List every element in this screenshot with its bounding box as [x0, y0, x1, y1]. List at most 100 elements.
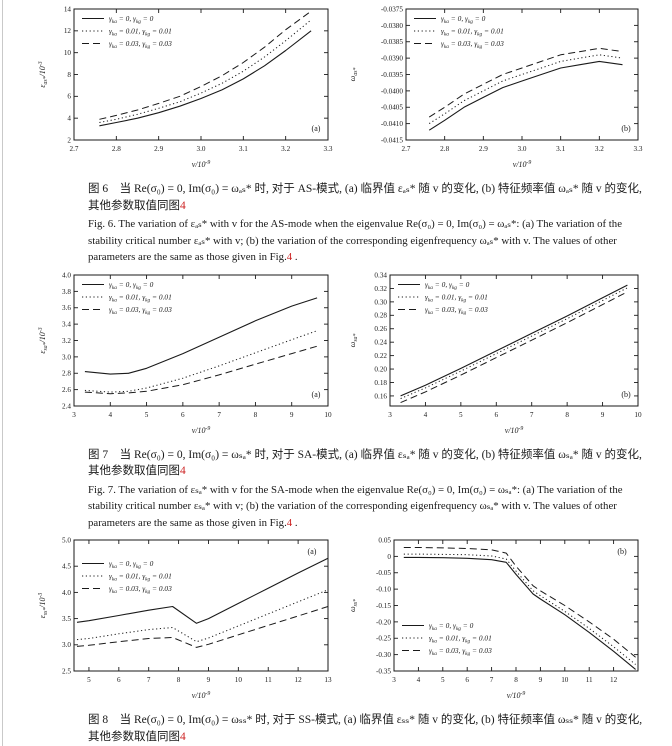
svg-text:γka = 0.03, γkg = 0.03: γka = 0.03, γkg = 0.03: [425, 305, 488, 316]
svg-text:9: 9: [539, 676, 543, 684]
fig7b-chart: 3 4 5 6 7 8 9 10 0.16 0.18 0.20 0.22 0.24 0.26 0.28 0.3…: [348, 271, 642, 435]
svg-text:7: 7: [530, 411, 534, 419]
svg-text:0.22: 0.22: [374, 352, 387, 360]
svg-text:3.8: 3.8: [62, 287, 71, 295]
svg-text:10: 10: [634, 411, 642, 419]
svg-text:0.05: 0.05: [378, 536, 391, 544]
fig6-cn-fig4-link[interactable]: 4: [180, 199, 186, 212]
svg-text:5: 5: [459, 411, 463, 419]
svg-text:-0.0395: -0.0395: [381, 71, 404, 79]
svg-text:(b): (b): [621, 124, 631, 133]
svg-text:4: 4: [424, 411, 428, 419]
svg-text:6: 6: [494, 411, 498, 419]
fig6-en-fig4-link[interactable]: 4: [286, 251, 293, 263]
svg-text:-0.0390: -0.0390: [381, 55, 404, 63]
fig8-caption-cn-text: 图 8 当 Re(σ₀) = 0, Im(σ₀) = ωₛₛ* 时, 对于 SS…: [88, 714, 643, 743]
svg-text:(b): (b): [617, 547, 627, 556]
svg-text:11: 11: [265, 676, 272, 684]
svg-text:8: 8: [254, 411, 258, 419]
svg-text:(b): (b): [621, 390, 631, 399]
fig8b-chart: 3 4 5 6 7 8 9 10 11 12 0.05 0 -0.05 -0.10 -0.15 -0.20 -0…: [348, 536, 639, 700]
svg-text:8: 8: [514, 676, 518, 684]
svg-text:2.4: 2.4: [62, 402, 71, 410]
fig7-caption-en-after: .: [292, 516, 298, 529]
fig7-cn-fig4-link[interactable]: 4: [180, 465, 186, 477]
fig6-caption-en: Fig. 6. The variation of εₐₛ* with v for…: [88, 216, 654, 266]
svg-text:-0.0415: -0.0415: [381, 136, 404, 144]
svg-text:v/10-9: v/10-9: [505, 426, 524, 435]
svg-text:2.8: 2.8: [62, 369, 71, 377]
svg-text:3: 3: [72, 411, 76, 419]
svg-text:3.6: 3.6: [62, 304, 71, 312]
svg-text:6: 6: [117, 676, 121, 684]
svg-text:γka = 0.01, γkg = 0.01: γka = 0.01, γkg = 0.01: [109, 292, 172, 303]
svg-text:9: 9: [290, 411, 294, 419]
svg-text:3.1: 3.1: [556, 145, 565, 153]
svg-text:5: 5: [145, 411, 149, 419]
svg-text:6: 6: [67, 93, 71, 101]
svg-text:8: 8: [565, 411, 569, 419]
svg-text:4: 4: [417, 676, 421, 684]
svg-text:8: 8: [67, 71, 71, 79]
svg-text:3.5: 3.5: [62, 615, 71, 623]
svg-text:ωsa*: ωsa*: [348, 333, 359, 347]
svg-text:2.7: 2.7: [70, 145, 79, 153]
svg-text:7: 7: [490, 676, 494, 684]
svg-text:-0.35: -0.35: [376, 667, 391, 675]
svg-text:2.7: 2.7: [402, 145, 411, 153]
svg-text:γka = 0.03, γkg = 0.03: γka = 0.03, γkg = 0.03: [441, 39, 504, 50]
svg-text:9: 9: [207, 676, 211, 684]
svg-text:εsa*/10-3: εsa*/10-3: [38, 327, 49, 353]
svg-text:0.26: 0.26: [374, 325, 387, 333]
svg-text:3.3: 3.3: [634, 145, 643, 153]
svg-text:v/10-9: v/10-9: [192, 160, 211, 169]
svg-text:14: 14: [64, 5, 72, 13]
svg-text:6: 6: [465, 676, 469, 684]
fig6-caption-en-after: .: [292, 251, 298, 263]
svg-text:-0.0375: -0.0375: [381, 5, 404, 13]
svg-text:4.5: 4.5: [62, 563, 71, 571]
svg-text:9: 9: [601, 411, 605, 419]
svg-text:0.28: 0.28: [374, 311, 387, 319]
fig7-caption-cn-text: 图 7 当 Re(σ₀) = 0, Im(σ₀) = ωₛₐ* 时, 对于 SA…: [88, 448, 642, 478]
svg-text:2.5: 2.5: [62, 667, 71, 675]
svg-text:γka = 0.01, γkg = 0.01: γka = 0.01, γkg = 0.01: [425, 292, 488, 303]
svg-text:γka = 0.01, γkg = 0.01: γka = 0.01, γkg = 0.01: [441, 27, 504, 38]
svg-text:2.8: 2.8: [440, 145, 449, 153]
svg-text:-0.30: -0.30: [376, 651, 391, 659]
fig6-caption-en-text: Fig. 6. The variation of εₐₛ* with v for…: [88, 218, 623, 263]
svg-text:-0.10: -0.10: [376, 586, 391, 594]
svg-text:0.20: 0.20: [374, 365, 387, 373]
svg-text:γka = 0.01, γkg = 0.01: γka = 0.01, γkg = 0.01: [429, 634, 492, 645]
svg-text:10: 10: [235, 676, 243, 684]
svg-text:γka = 0, γkg = 0: γka = 0, γkg = 0: [109, 559, 154, 570]
svg-text:13: 13: [324, 676, 332, 684]
svg-text:v/10-9: v/10-9: [192, 691, 211, 700]
fig8-caption-cn: 图 8 当 Re(σ₀) = 0, Im(σ₀) = ωₛₛ* 时, 对于 SS…: [88, 712, 654, 745]
svg-text:3.2: 3.2: [62, 336, 71, 344]
fig8-cn-fig4-link[interactable]: 4: [180, 730, 186, 743]
svg-text:ωss*: ωss*: [348, 599, 359, 612]
svg-text:3.0: 3.0: [62, 641, 71, 649]
svg-text:(a): (a): [312, 390, 321, 399]
fig6b-chart: 2.7 2.8 2.9 3.0 3.1 3.2 3.3 -0.0375 -0.0380 -0.03…: [348, 5, 643, 169]
svg-text:γka = 0.03, γkg = 0.03: γka = 0.03, γkg = 0.03: [109, 39, 172, 50]
svg-text:v/10-9: v/10-9: [513, 160, 532, 169]
svg-text:2.9: 2.9: [154, 145, 163, 153]
fig7-en-fig4-link[interactable]: 4: [286, 516, 293, 529]
svg-text:-0.20: -0.20: [376, 618, 391, 626]
figure6-row: 2.7 2.8 2.9 3.0 3.1 3.2 3.3 2 4 6 8 10 12 14 v/10-9 εas…: [34, 4, 672, 176]
svg-text:3.2: 3.2: [595, 145, 604, 153]
fig7a-chart: 3 4 5 6 7 8 9 10 2.4 2.6 2.8 3.0 3.2 3.4 3.6 3.8 4.0 v/10…: [38, 271, 332, 435]
svg-text:(a): (a): [312, 124, 321, 133]
svg-text:0.34: 0.34: [374, 271, 387, 279]
svg-text:3.3: 3.3: [324, 145, 333, 153]
svg-text:3: 3: [392, 676, 396, 684]
svg-text:2.6: 2.6: [62, 386, 71, 394]
svg-text:-0.0380: -0.0380: [381, 22, 404, 30]
svg-text:10: 10: [64, 49, 72, 57]
svg-text:11: 11: [586, 676, 593, 684]
svg-text:γka = 0.03, γkg = 0.03: γka = 0.03, γkg = 0.03: [109, 584, 172, 595]
svg-text:3.0: 3.0: [62, 353, 71, 361]
svg-text:5: 5: [87, 676, 91, 684]
